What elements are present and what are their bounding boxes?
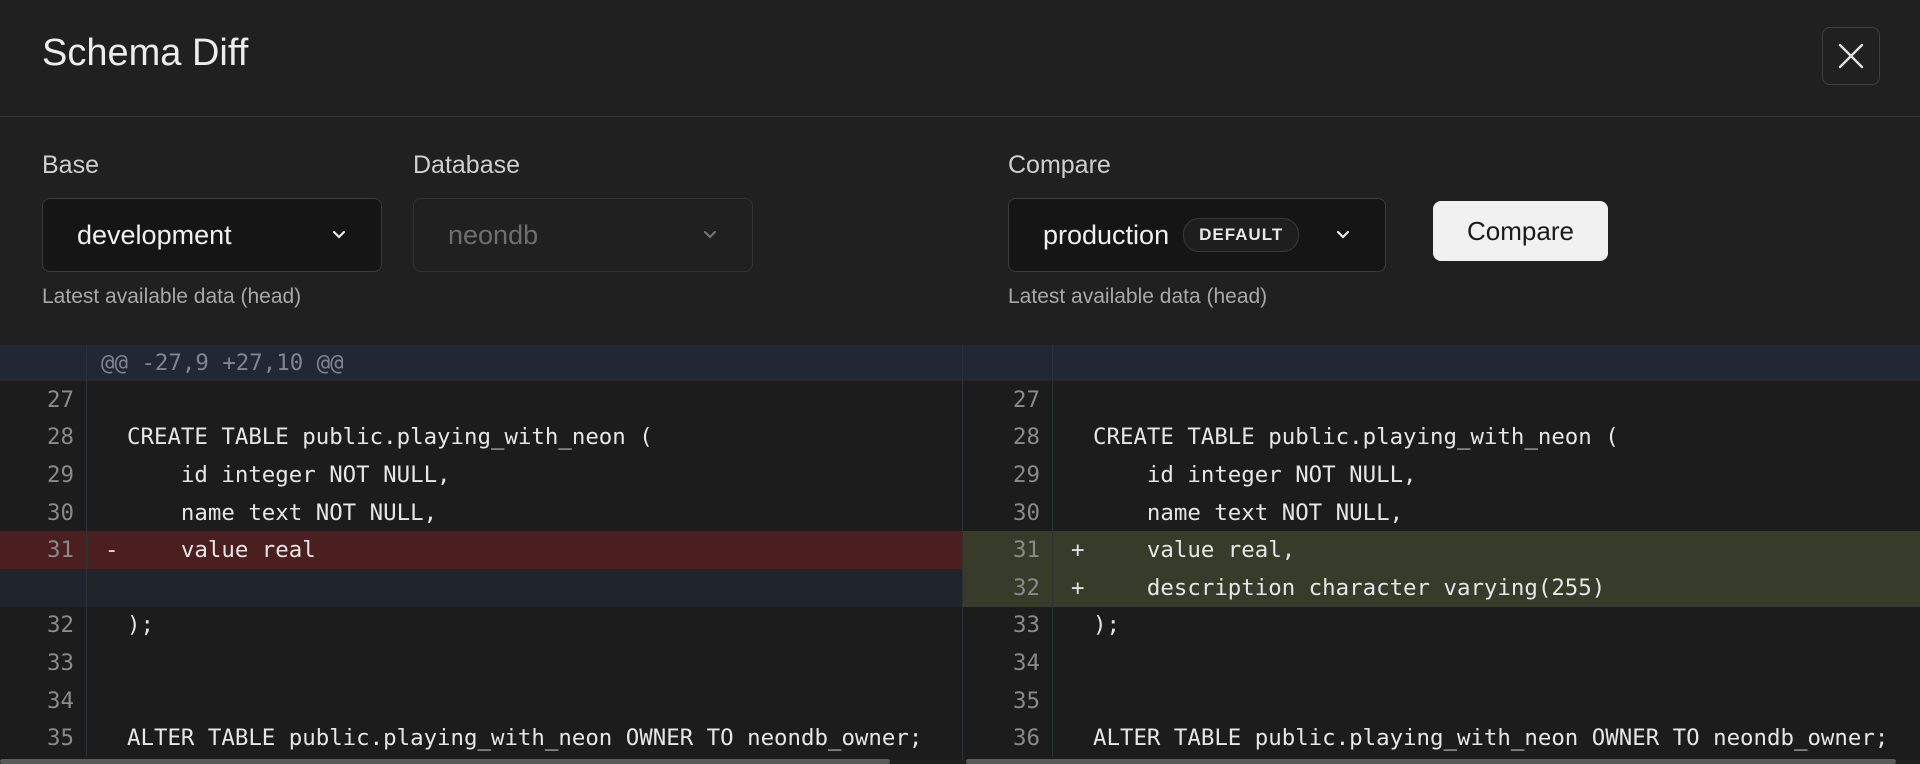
line-number: 29 bbox=[963, 456, 1053, 494]
line-number: 29 bbox=[0, 456, 87, 494]
compare-button[interactable]: Compare bbox=[1433, 201, 1608, 261]
diff-line: 36 ALTER TABLE public.playing_with_neon O… bbox=[963, 719, 1920, 757]
diff-line: 29 id integer NOT NULL, bbox=[0, 456, 962, 494]
diff-line: 32 + description character varying(255) bbox=[963, 568, 1920, 607]
code-text: ALTER TABLE public.playing_with_neon OWN… bbox=[127, 725, 923, 752]
compare-label: Compare bbox=[1008, 151, 1111, 179]
line-number bbox=[0, 345, 87, 381]
line-number: 35 bbox=[963, 681, 1053, 720]
chevron-down-icon bbox=[698, 223, 722, 247]
database-select[interactable]: neondb bbox=[413, 198, 753, 272]
dialog-title: Schema Diff bbox=[42, 32, 249, 74]
line-number bbox=[0, 568, 87, 607]
diff-line: 28 CREATE TABLE public.playing_with_neon … bbox=[963, 418, 1920, 457]
default-badge: DEFAULT bbox=[1183, 218, 1300, 252]
diff-left-pane: @@ -27,9 +27,10 @@ 27 28 CREATE TABLE publi… bbox=[0, 345, 962, 760]
code-text: value real bbox=[127, 537, 316, 564]
compare-help-text: Latest available data (head) bbox=[1008, 285, 1268, 308]
database-select-value: neondb bbox=[448, 219, 539, 250]
line-number: 32 bbox=[0, 606, 87, 645]
hunk-header-row: @@ -27,9 +27,10 @@ bbox=[0, 345, 962, 381]
line-number: 30 bbox=[0, 493, 87, 532]
close-icon bbox=[1838, 43, 1864, 69]
diff-line: 27 bbox=[0, 381, 962, 419]
diff-line: 34 bbox=[0, 681, 962, 720]
compare-select[interactable]: production DEFAULT bbox=[1008, 198, 1386, 272]
diff-line: 35 bbox=[963, 681, 1920, 720]
header-divider bbox=[0, 116, 1920, 117]
code-text: name text NOT NULL, bbox=[127, 499, 438, 526]
pane-divider bbox=[962, 345, 963, 760]
base-help-text: Latest available data (head) bbox=[42, 285, 302, 308]
diff-marker: - bbox=[105, 537, 119, 564]
diff-line: 30 name text NOT NULL, bbox=[963, 493, 1920, 532]
base-label: Base bbox=[42, 151, 99, 179]
database-label: Database bbox=[413, 151, 521, 179]
line-number: 28 bbox=[963, 418, 1053, 457]
chevron-down-icon bbox=[1331, 223, 1355, 247]
line-number: 36 bbox=[963, 719, 1053, 757]
diff-marker: + bbox=[1071, 574, 1085, 601]
diff-line: 32); bbox=[0, 606, 962, 645]
line-number: 32 bbox=[963, 568, 1053, 607]
diff-line: 31- value real bbox=[0, 531, 962, 569]
code-text: CREATE TABLE public.playing_with_neon ( bbox=[1093, 424, 1619, 451]
line-number: 34 bbox=[0, 681, 87, 720]
diff-line: 28 CREATE TABLE public.playing_with_neon … bbox=[0, 418, 962, 457]
code-text: id integer NOT NULL, bbox=[1093, 461, 1417, 488]
hunk-header-row bbox=[963, 345, 1920, 381]
close-button[interactable] bbox=[1822, 27, 1880, 85]
code-text: id integer NOT NULL, bbox=[127, 461, 451, 488]
right-horizontal-scrollbar[interactable] bbox=[966, 759, 1896, 764]
diff-line bbox=[0, 568, 962, 607]
diff-line: 29 id integer NOT NULL, bbox=[963, 456, 1920, 494]
diff-line: 33); bbox=[963, 606, 1920, 645]
code-text: value real, bbox=[1093, 537, 1296, 564]
base-select-value: development bbox=[77, 219, 232, 250]
diff-line: 34 bbox=[963, 644, 1920, 682]
left-horizontal-scrollbar[interactable] bbox=[0, 759, 890, 764]
diff-line: 30 name text NOT NULL, bbox=[0, 493, 962, 532]
diff-line: 33 bbox=[0, 644, 962, 682]
line-number: 31 bbox=[0, 531, 87, 569]
code-text: ALTER TABLE public.playing_with_neon OWN… bbox=[1093, 725, 1889, 752]
diff-line: 31 + value real, bbox=[963, 531, 1920, 569]
hunk-header: @@ -27,9 +27,10 @@ bbox=[101, 350, 344, 376]
base-select[interactable]: development bbox=[42, 198, 382, 272]
line-number: 28 bbox=[0, 418, 87, 457]
code-text: name text NOT NULL, bbox=[1093, 499, 1404, 526]
line-number: 30 bbox=[963, 493, 1053, 532]
line-number bbox=[963, 345, 1053, 381]
code-text: CREATE TABLE public.playing_with_neon ( bbox=[127, 424, 653, 451]
code-text: ); bbox=[127, 612, 154, 639]
line-number: 34 bbox=[963, 644, 1053, 682]
compare-select-value: production bbox=[1043, 219, 1170, 250]
line-number: 27 bbox=[963, 381, 1053, 419]
code-text: ); bbox=[1093, 612, 1120, 639]
line-number: 35 bbox=[0, 719, 87, 757]
diff-line: 35 ALTER TABLE public.playing_with_neon O… bbox=[0, 719, 962, 757]
line-number: 27 bbox=[0, 381, 87, 419]
line-number: 31 bbox=[963, 531, 1053, 569]
chevron-down-icon bbox=[327, 223, 351, 247]
diff-right-pane: 27 28 CREATE TABLE public.playing_with_neo… bbox=[963, 345, 1920, 760]
diff-line: 27 bbox=[963, 381, 1920, 419]
diff-marker: + bbox=[1071, 537, 1085, 564]
code-text: description character varying(255) bbox=[1093, 574, 1606, 601]
line-number: 33 bbox=[963, 606, 1053, 645]
line-number: 33 bbox=[0, 644, 87, 682]
